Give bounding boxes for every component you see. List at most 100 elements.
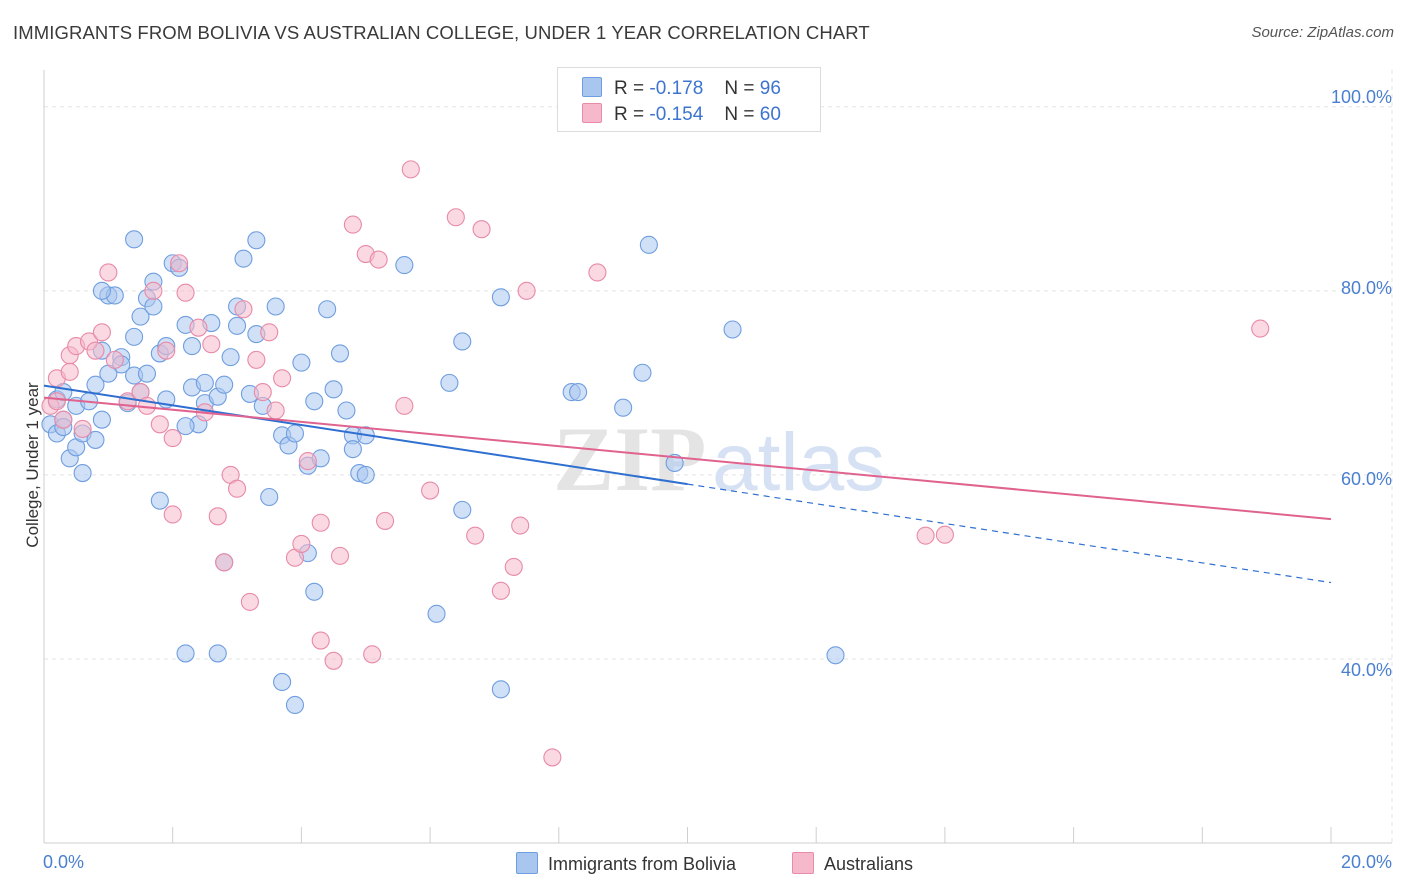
data-point — [376, 511, 395, 530]
y-tick-60: 60.0% — [1340, 469, 1392, 489]
data-point — [99, 263, 118, 282]
data-point — [343, 440, 362, 459]
data-point — [86, 430, 105, 449]
data-point — [202, 335, 221, 354]
data-point — [60, 362, 79, 381]
data-point — [401, 160, 420, 179]
y-tick-40: 40.0% — [1340, 660, 1392, 680]
trend-line-bolivia — [43, 384, 688, 486]
data-point — [292, 353, 311, 372]
y-tick-80: 80.0% — [1340, 278, 1392, 298]
legend-n-value-blue: 96 — [759, 78, 781, 99]
data-point — [446, 208, 465, 227]
trend-line-bolivia-extension — [687, 483, 1332, 584]
data-point — [324, 380, 343, 399]
legend-r-value-pink: -0.154 — [649, 104, 704, 125]
data-point — [1251, 319, 1270, 338]
data-point — [285, 424, 305, 443]
data-point — [92, 281, 111, 300]
data-point — [170, 254, 189, 273]
data-point — [504, 557, 523, 576]
legend-swatch-blue — [582, 77, 602, 97]
trend-lines — [43, 384, 1332, 584]
data-point — [916, 526, 935, 545]
data-point — [247, 350, 266, 369]
data-point — [73, 419, 92, 438]
data-point — [517, 281, 536, 300]
data-point — [369, 250, 388, 269]
legend-r-value-blue: -0.178 — [649, 78, 704, 99]
data-point — [215, 375, 234, 394]
data-point — [253, 383, 272, 402]
data-point — [826, 646, 845, 665]
data-point — [163, 429, 182, 448]
data-point — [125, 230, 144, 249]
data-point — [614, 398, 633, 417]
y-tick-100: 100.0% — [1330, 87, 1392, 107]
legend-n-value-pink: 60 — [759, 104, 781, 125]
data-point — [472, 220, 491, 239]
trend-line-australians — [43, 396, 1332, 521]
data-point — [176, 283, 195, 302]
data-point — [569, 383, 588, 402]
data-point — [337, 401, 356, 420]
data-point — [318, 300, 337, 319]
data-point — [182, 337, 202, 356]
bottom-legend-label-blue: Immigrants from Bolivia — [548, 854, 737, 874]
data-point — [305, 392, 324, 411]
data-point — [234, 249, 253, 268]
data-point — [260, 487, 279, 507]
data-point — [208, 507, 227, 526]
data-point — [221, 348, 240, 367]
data-point — [240, 592, 259, 611]
data-point — [639, 235, 658, 254]
data-point — [633, 363, 652, 382]
y-axis-label: College, Under 1 year — [23, 382, 42, 548]
data-point — [363, 645, 382, 664]
data-point — [208, 644, 227, 663]
data-point — [543, 748, 562, 767]
data-point — [298, 452, 317, 471]
bottom-legend-label-pink: Australians — [824, 854, 914, 874]
data-point — [150, 415, 169, 434]
watermark: ZIP atlas — [553, 408, 885, 510]
data-point — [54, 410, 73, 429]
axes — [43, 70, 1392, 844]
chart-title: IMMIGRANTS FROM BOLIVIA VS AUSTRALIAN CO… — [13, 22, 870, 43]
data-point — [324, 651, 343, 670]
data-point — [86, 341, 105, 360]
data-point — [285, 695, 305, 715]
data-point — [92, 410, 111, 429]
x-tick-max: 20.0% — [1340, 852, 1392, 872]
data-point — [195, 373, 214, 392]
data-point — [491, 581, 510, 600]
x-tick-min: 0.0% — [43, 852, 85, 872]
data-point — [511, 516, 530, 535]
legend-r-label: R = — [614, 104, 645, 125]
data-point — [453, 332, 472, 351]
data-point — [588, 263, 607, 282]
data-point — [453, 500, 472, 519]
data-point — [215, 553, 234, 572]
data-point — [150, 491, 169, 510]
data-point — [157, 341, 176, 360]
data-point — [343, 215, 362, 234]
watermark-zip: ZIP — [553, 408, 706, 510]
legend-n-label: N = — [724, 104, 755, 125]
bottom-legend-pink: Australians — [792, 852, 913, 875]
data-point — [144, 281, 163, 300]
data-point — [247, 231, 266, 250]
data-point — [273, 369, 292, 388]
data-point — [92, 323, 111, 342]
data-point — [421, 481, 440, 500]
legend-r-label: R = — [614, 78, 645, 99]
legend: R = -0.178 N = 96 R = -0.154 N = 60 — [557, 67, 821, 132]
data-point — [125, 327, 144, 346]
data-point — [137, 364, 157, 383]
data-point — [176, 644, 195, 663]
data-point — [266, 401, 285, 420]
data-point — [176, 417, 195, 436]
data-point — [305, 582, 324, 601]
data-point — [491, 680, 510, 699]
